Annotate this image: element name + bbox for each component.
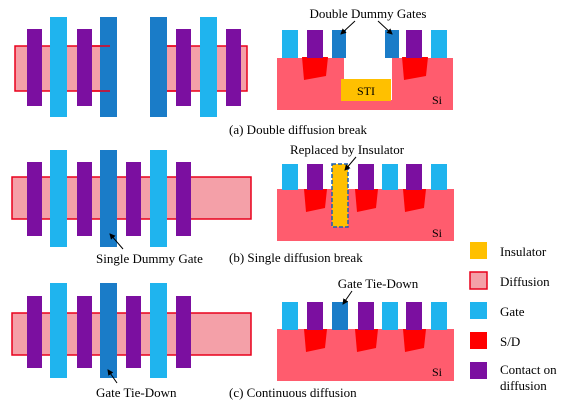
gate [150, 150, 167, 247]
contact [358, 164, 374, 190]
caption-b: (b) Single diffusion break [229, 250, 363, 265]
dummy-gate [385, 30, 399, 58]
s-d-region [355, 329, 378, 352]
gate [282, 30, 298, 58]
contact [77, 162, 92, 236]
legend-insulator-swatch [470, 242, 487, 259]
legend: Insulator Diffusion Gate S/D Contact on … [469, 242, 557, 393]
replaced-by-insulator-label: Replaced by Insulator [290, 142, 405, 157]
legend-s-d-swatch [470, 332, 487, 349]
gate [50, 17, 67, 117]
annotation-arrow [377, 20, 393, 35]
contact [176, 162, 191, 236]
contact [27, 162, 42, 236]
s-d-region [403, 189, 426, 212]
contact [176, 29, 191, 106]
single-dummy-gate-label: Single Dummy Gate [96, 251, 203, 266]
contact [126, 162, 141, 236]
contact [176, 296, 191, 368]
gate [282, 164, 298, 190]
annotation-arrow [109, 233, 124, 250]
legend-contact-swatch [470, 362, 487, 379]
cross-section-b: Replaced by Insulator Si (b) Single diff… [229, 142, 454, 265]
si-label: Si [432, 365, 443, 379]
si-label: Si [432, 93, 443, 107]
legend-diffusion-swatch [469, 271, 488, 290]
contact [406, 30, 422, 58]
gate [431, 302, 447, 330]
cross-section-a: STI Double Dummy Gates Si (a) Double dif… [229, 6, 453, 137]
sti-insulator [341, 79, 391, 101]
legend-gate-label: Gate [500, 304, 525, 319]
legend-gate-swatch [470, 302, 487, 319]
s-d-region [304, 189, 327, 212]
cross-section-c: Gate Tie-Down Si (c) Continuous diffusio… [229, 276, 454, 400]
dummy-gate [100, 17, 117, 117]
gate [382, 164, 398, 190]
contact [27, 29, 42, 106]
contact [406, 164, 422, 190]
insulator-gate [331, 163, 349, 228]
contact [27, 296, 42, 368]
contact [307, 302, 323, 330]
gate-tie-down-section-label: Gate Tie-Down [338, 276, 419, 291]
dummy-gate [150, 17, 167, 117]
contact [307, 164, 323, 190]
annotation-arrow [342, 290, 353, 305]
contact [307, 30, 323, 58]
gate [50, 283, 67, 378]
si-label: Si [432, 226, 443, 240]
gate [431, 30, 447, 58]
contact [358, 302, 374, 330]
caption-c: (c) Continuous diffusion [229, 385, 357, 400]
plan-view-c: Gate Tie-Down [11, 283, 252, 400]
gate [431, 164, 447, 190]
s-d-region [402, 57, 428, 80]
contact [406, 302, 422, 330]
legend-diffusion-label: Diffusion [500, 274, 550, 289]
plan-view-b: Single Dummy Gate [11, 150, 252, 266]
sti-label: STI [357, 84, 375, 98]
caption-a: (a) Double diffusion break [229, 122, 368, 137]
legend-contact-label-line2: diffusion [500, 378, 547, 393]
gate [150, 283, 167, 378]
legend-s-d-label: S/D [500, 334, 520, 349]
gate-tie-down-plan-label: Gate Tie-Down [96, 385, 177, 400]
annotation-arrow [340, 20, 356, 35]
gate [282, 302, 298, 330]
contact [126, 296, 141, 368]
contact [226, 29, 241, 106]
contact [77, 29, 92, 106]
double-dummy-gates-label: Double Dummy Gates [310, 6, 427, 21]
plan-view-a [14, 17, 248, 117]
single-dummy-gate [100, 150, 117, 247]
gate [382, 302, 398, 330]
gate [200, 17, 217, 117]
s-d-region [403, 329, 426, 352]
gate [50, 150, 67, 247]
tie-down-gate [100, 283, 117, 378]
s-d-region [302, 57, 328, 80]
dummy-gate [332, 30, 346, 58]
tie-down-gate [332, 302, 348, 330]
s-d-region [355, 189, 378, 212]
annotation-arrow [107, 369, 118, 384]
annotation-arrow [344, 156, 357, 171]
legend-insulator-label: Insulator [500, 244, 547, 259]
contact [77, 296, 92, 368]
s-d-region [304, 329, 327, 352]
legend-contact-label: Contact on [500, 362, 557, 377]
